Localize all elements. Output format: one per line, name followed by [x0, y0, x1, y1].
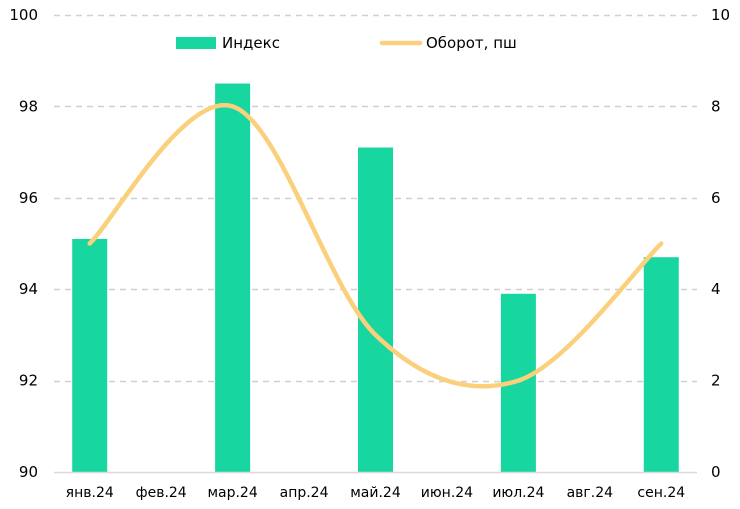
right-tick-label: 0 [711, 463, 721, 481]
x-tick-label: фев.24 [136, 485, 187, 501]
bar-май.24 [358, 147, 393, 472]
bar-series [72, 83, 679, 473]
x-tick-label: май.24 [350, 485, 401, 501]
left-axis-ticks: 90 92 94 96 98 100 [9, 6, 38, 481]
right-tick-label: 10 [711, 6, 730, 24]
left-tick-label: 94 [19, 280, 38, 298]
left-tick-label: 96 [19, 189, 38, 207]
right-tick-label: 6 [711, 189, 721, 207]
legend: Индекс Оборот, пш [176, 34, 517, 52]
left-tick-label: 92 [19, 372, 38, 390]
line-turnover [87, 102, 664, 389]
legend-line-label: Оборот, пш [426, 34, 517, 52]
left-tick-label: 98 [19, 97, 38, 115]
right-tick-label: 4 [711, 280, 721, 298]
left-tick-label: 100 [9, 6, 38, 24]
right-axis-ticks: 0 2 4 6 8 10 [711, 6, 730, 481]
bar-янв.24 [72, 238, 108, 472]
x-tick-label: июл.24 [492, 485, 544, 501]
line-series [87, 102, 664, 389]
x-tick-label: авг.24 [567, 485, 614, 501]
right-tick-label: 8 [711, 97, 721, 115]
right-tick-label: 2 [711, 372, 721, 390]
x-tick-label: мар.24 [207, 485, 257, 501]
left-tick-label: 90 [19, 463, 38, 481]
bar-мар.24 [215, 83, 251, 473]
x-tick-label: июн.24 [421, 485, 473, 501]
bar-сен.24 [643, 257, 679, 472]
x-tick-label: янв.24 [66, 485, 114, 501]
x-axis-ticks: янв.24 фев.24 мар.24 апр.24 май.24 июн.24 июл.… [66, 485, 686, 501]
x-tick-label: сен.24 [637, 485, 685, 501]
x-tick-label: апр.24 [280, 485, 329, 501]
legend-bar-label: Индекс [222, 34, 280, 52]
legend-bar-swatch [176, 37, 216, 49]
